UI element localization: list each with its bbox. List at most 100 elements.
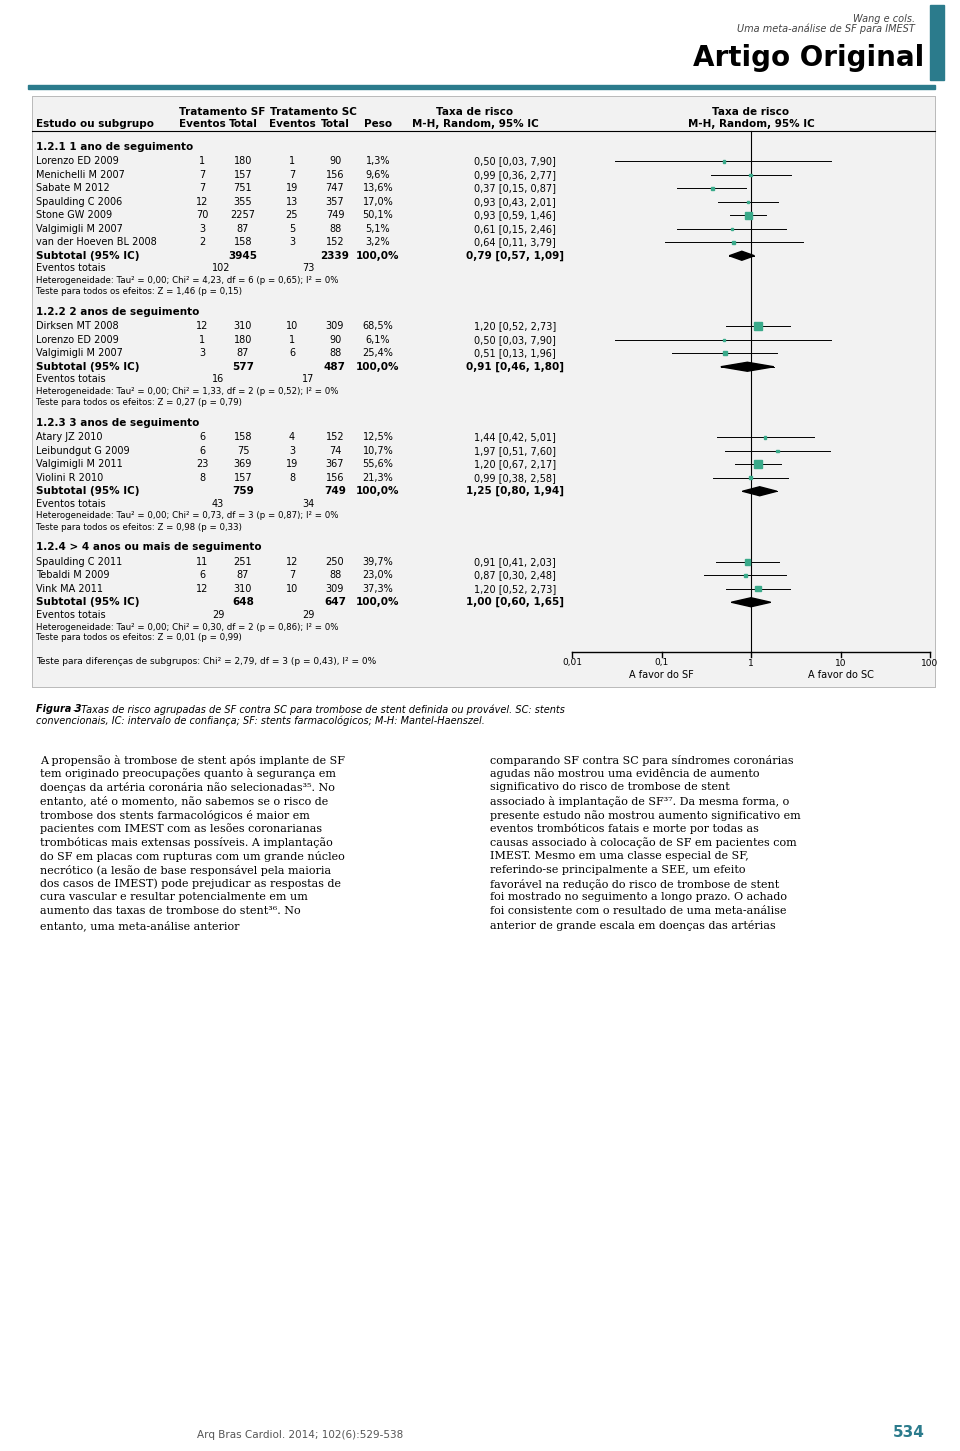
Text: 19: 19 — [286, 460, 299, 469]
Text: 367: 367 — [325, 460, 345, 469]
Text: 4: 4 — [289, 432, 295, 443]
Text: cura vascular e resultar potencialmente em um: cura vascular e resultar potencialmente … — [40, 892, 308, 903]
Text: 1.2.4 > 4 anos ou mais de seguimento: 1.2.4 > 4 anos ou mais de seguimento — [36, 543, 262, 553]
Text: Artigo Original: Artigo Original — [693, 44, 924, 73]
Text: Teste para todos os efeitos: Z = 0,98 (p = 0,33): Teste para todos os efeitos: Z = 0,98 (p… — [36, 522, 242, 531]
Text: 250: 250 — [325, 557, 345, 567]
Text: 88: 88 — [329, 223, 341, 234]
Text: 749: 749 — [325, 210, 345, 221]
Text: 3945: 3945 — [228, 251, 257, 261]
Text: 23: 23 — [196, 460, 208, 469]
Text: 73: 73 — [302, 263, 314, 273]
Text: 759: 759 — [232, 486, 253, 496]
Text: 68,5%: 68,5% — [363, 321, 394, 331]
Bar — [711, 187, 713, 190]
Text: 10,7%: 10,7% — [363, 445, 394, 456]
Text: 12,5%: 12,5% — [363, 432, 394, 443]
Text: Heterogeneidade: Tau² = 0,00; Chi² = 1,33, df = 2 (p = 0,52); I² = 0%: Heterogeneidade: Tau² = 0,00; Chi² = 1,3… — [36, 387, 339, 396]
Text: van der Hoeven BL 2008: van der Hoeven BL 2008 — [36, 238, 156, 247]
Text: Valgimigli M 2007: Valgimigli M 2007 — [36, 223, 123, 234]
Text: 7: 7 — [199, 170, 205, 180]
Text: entanto, até o momento, não sabemos se o risco de: entanto, até o momento, não sabemos se o… — [40, 797, 328, 807]
Text: Atary JZ 2010: Atary JZ 2010 — [36, 432, 103, 443]
Text: Teste para todos os efeitos: Z = 0,27 (p = 0,79): Teste para todos os efeitos: Z = 0,27 (p… — [36, 398, 242, 406]
Text: foi mostrado no seguimento a longo prazo. O achado: foi mostrado no seguimento a longo prazo… — [490, 892, 787, 903]
Text: 12: 12 — [196, 321, 208, 331]
Text: 6: 6 — [199, 432, 205, 443]
Text: Teste para diferenças de subgrupos: Chi² = 2,79, df = 3 (p = 0,43), I² = 0%: Teste para diferenças de subgrupos: Chi²… — [36, 657, 376, 666]
Bar — [723, 160, 726, 163]
Text: Spaulding C 2011: Spaulding C 2011 — [36, 557, 122, 567]
Bar — [750, 174, 752, 176]
Text: 487: 487 — [324, 361, 346, 371]
Text: 0,99 [0,36, 2,77]: 0,99 [0,36, 2,77] — [474, 170, 556, 180]
Text: 0,51 [0,13, 1,96]: 0,51 [0,13, 1,96] — [474, 348, 556, 358]
Text: 7: 7 — [289, 570, 295, 580]
Text: Lorenzo ED 2009: Lorenzo ED 2009 — [36, 157, 119, 167]
Text: 7: 7 — [199, 183, 205, 193]
Text: Valgimigli M 2007: Valgimigli M 2007 — [36, 348, 123, 358]
Text: 747: 747 — [325, 183, 345, 193]
Text: 157: 157 — [233, 170, 252, 180]
Text: 9,6%: 9,6% — [366, 170, 391, 180]
Text: 12: 12 — [196, 197, 208, 206]
Text: 100,0%: 100,0% — [356, 486, 399, 496]
Text: 0,91 [0,46, 1,80]: 0,91 [0,46, 1,80] — [466, 361, 564, 371]
Text: 1,25 [0,80, 1,94]: 1,25 [0,80, 1,94] — [466, 486, 564, 496]
Text: 0,79 [0,57, 1,09]: 0,79 [0,57, 1,09] — [466, 251, 564, 261]
Text: doenças da artéria coronária não selecionadas³⁵. No: doenças da artéria coronária não selecio… — [40, 782, 335, 794]
Text: referindo-se principalmente a SEE, um efeito: referindo-se principalmente a SEE, um ef… — [490, 865, 746, 875]
Text: Eventos: Eventos — [269, 119, 316, 129]
Text: 156: 156 — [325, 473, 345, 483]
Text: 0,99 [0,38, 2,58]: 0,99 [0,38, 2,58] — [474, 473, 556, 483]
Text: anterior de grande escala em doenças das artérias: anterior de grande escala em doenças das… — [490, 920, 776, 932]
Text: 7: 7 — [289, 170, 295, 180]
Text: 0,37 [0,15, 0,87]: 0,37 [0,15, 0,87] — [474, 183, 556, 193]
Text: 74: 74 — [329, 445, 341, 456]
Text: Subtotal (95% IC): Subtotal (95% IC) — [36, 251, 139, 261]
Text: Subtotal (95% IC): Subtotal (95% IC) — [36, 598, 139, 608]
Text: 25: 25 — [286, 210, 299, 221]
Text: Tratamento SC: Tratamento SC — [270, 107, 357, 118]
Text: 87: 87 — [237, 570, 250, 580]
Text: Stone GW 2009: Stone GW 2009 — [36, 210, 112, 221]
Text: 19: 19 — [286, 183, 299, 193]
Bar — [756, 586, 760, 592]
Text: 10: 10 — [286, 583, 299, 593]
Text: Spaulding C 2006: Spaulding C 2006 — [36, 197, 122, 206]
Text: 1,00 [0,60, 1,65]: 1,00 [0,60, 1,65] — [466, 598, 564, 608]
Text: 100,0%: 100,0% — [356, 598, 399, 608]
Text: presente estudo não mostrou aumento significativo em: presente estudo não mostrou aumento sign… — [490, 810, 801, 821]
Bar — [930, 4, 944, 80]
Text: dos casos de IMEST) pode prejudicar as respostas de: dos casos de IMEST) pode prejudicar as r… — [40, 879, 341, 889]
Text: Lorenzo ED 2009: Lorenzo ED 2009 — [36, 335, 119, 345]
Text: 749: 749 — [324, 486, 346, 496]
Text: 88: 88 — [329, 570, 341, 580]
Polygon shape — [721, 363, 774, 371]
Text: 21,3%: 21,3% — [363, 473, 394, 483]
Text: 1,97 [0,51, 7,60]: 1,97 [0,51, 7,60] — [474, 445, 556, 456]
Text: 75: 75 — [237, 445, 250, 456]
Bar — [28, 86, 935, 89]
Text: Eventos: Eventos — [179, 119, 226, 129]
Text: entanto, uma meta-análise anterior: entanto, uma meta-análise anterior — [40, 920, 239, 932]
Bar — [731, 228, 733, 231]
Text: 180: 180 — [234, 335, 252, 345]
Text: 10: 10 — [835, 659, 847, 667]
Text: M-H, Random, 95% IC: M-H, Random, 95% IC — [687, 119, 814, 129]
Text: Taxa de risco: Taxa de risco — [437, 107, 514, 118]
Bar — [745, 559, 750, 564]
Text: Figura 3: Figura 3 — [36, 705, 82, 714]
Polygon shape — [732, 598, 771, 607]
Text: trombose dos stents farmacológicos é maior em: trombose dos stents farmacológicos é mai… — [40, 810, 310, 821]
Text: do SF em placas com rupturas com um grande núcleo: do SF em placas com rupturas com um gran… — [40, 852, 345, 862]
Text: 0,91 [0,41, 2,03]: 0,91 [0,41, 2,03] — [474, 557, 556, 567]
Text: 25,4%: 25,4% — [363, 348, 394, 358]
Text: 0,61 [0,15, 2,46]: 0,61 [0,15, 2,46] — [474, 223, 556, 234]
Text: 3: 3 — [289, 445, 295, 456]
Bar — [723, 351, 727, 355]
Text: 0,93 [0,59, 1,46]: 0,93 [0,59, 1,46] — [474, 210, 556, 221]
Text: Tebaldi M 2009: Tebaldi M 2009 — [36, 570, 109, 580]
Text: 100,0%: 100,0% — [356, 361, 399, 371]
Text: M-H, Random, 95% IC: M-H, Random, 95% IC — [412, 119, 539, 129]
